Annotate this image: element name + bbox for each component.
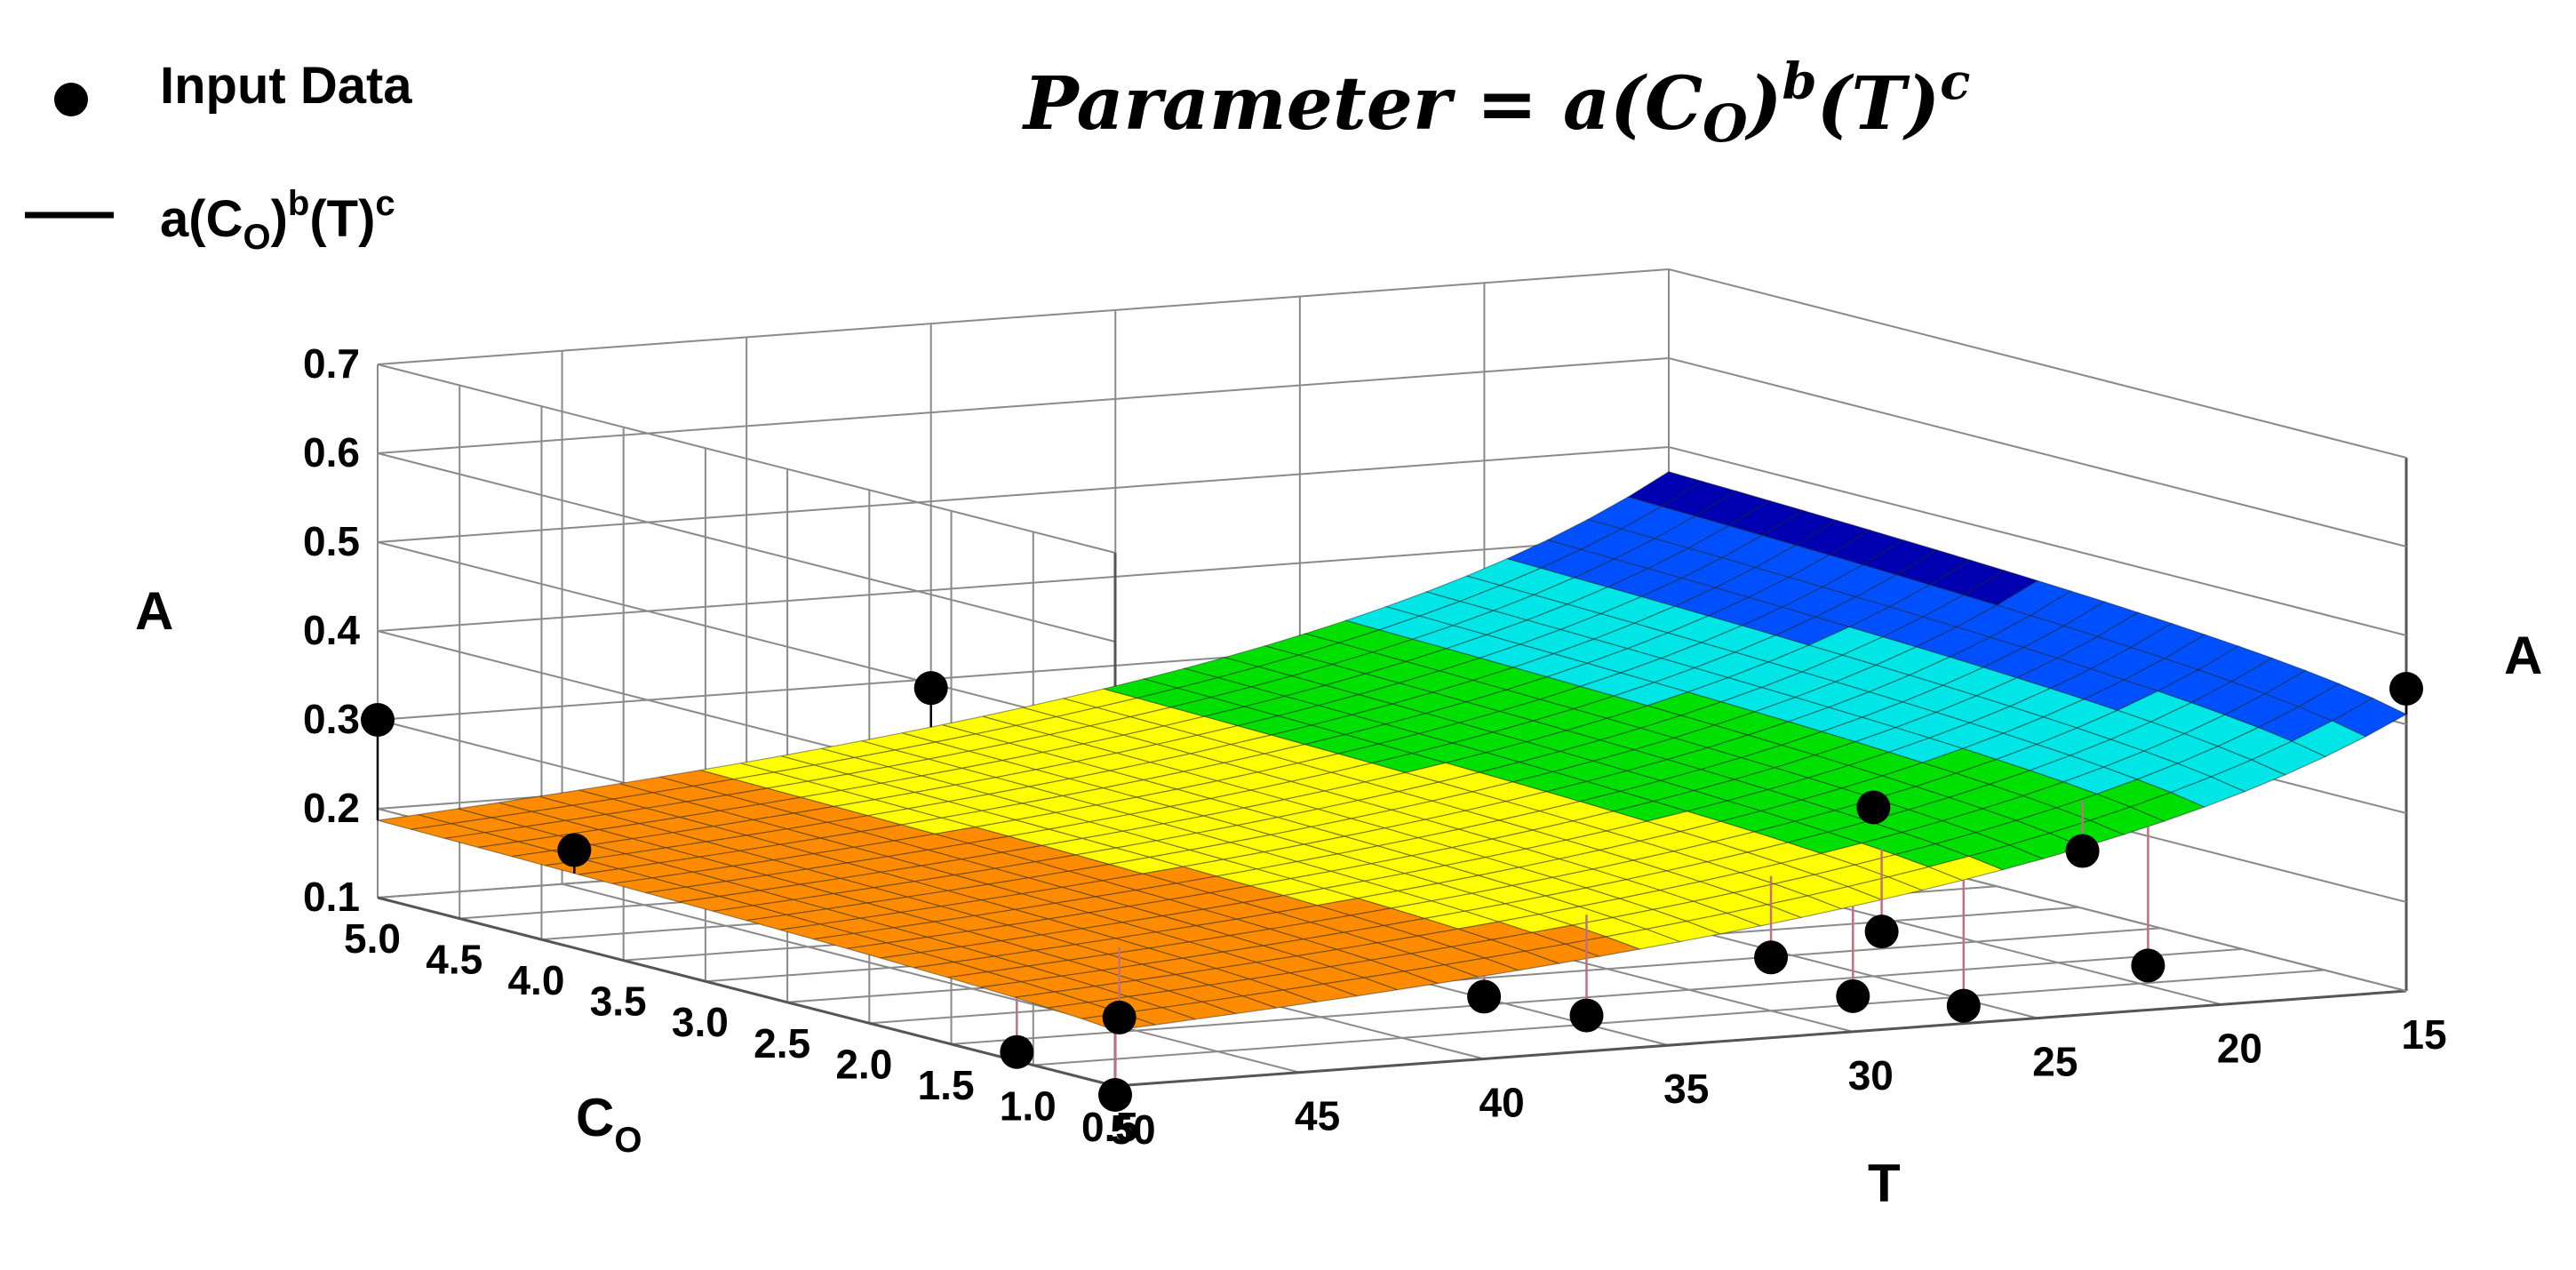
- title-mid1: ): [1744, 61, 1782, 147]
- grid-line-right-end-wall: [1668, 268, 2407, 459]
- box-edge: [1114, 989, 2407, 1088]
- data-point: [1946, 988, 1981, 1023]
- tick-labels-layer: 0.1 0.2 0.3 0.4 0.5 0.6 0.7 5.0 4.5 4.0 3.5 3.0 2.5 2…: [303, 340, 2447, 1153]
- co-tick-label: 1.0: [1000, 1082, 1057, 1129]
- data-point: [557, 833, 592, 867]
- grid-line-floor: [951, 947, 2243, 1045]
- co-axis-label: CO: [576, 1088, 642, 1160]
- surface-patch: [2331, 697, 2408, 738]
- co-tick-label: 1.5: [918, 1062, 975, 1108]
- surface-patch: [1694, 490, 1771, 527]
- data-points-layer: [361, 671, 2423, 1112]
- data-point: [361, 703, 395, 737]
- legend: Input Data a(CO)b(T)c: [25, 57, 412, 257]
- data-point: [913, 671, 948, 706]
- co-tick-label: 3.5: [590, 978, 647, 1025]
- z-tick-label: 0.2: [303, 785, 360, 831]
- data-point: [1754, 940, 1789, 975]
- title-sub: O: [1703, 93, 1748, 154]
- data-point: [2065, 834, 2100, 868]
- grid-line-right-wall: [377, 446, 1670, 543]
- t-tick-label: 45: [1295, 1093, 1340, 1139]
- z-tick-label: 0.3: [303, 696, 360, 742]
- co-tick-label: 0.5: [1081, 1104, 1138, 1150]
- t-tick-label: 35: [1663, 1066, 1709, 1112]
- legend-dot-icon: [54, 83, 88, 116]
- data-point: [1864, 915, 1899, 949]
- box-edge: [377, 896, 1116, 1088]
- z-tick-label: 0.4: [303, 607, 360, 653]
- z-tick-label: 0.6: [303, 429, 360, 475]
- surface-layer: [377, 471, 2408, 1031]
- surface-patch: [2163, 634, 2240, 671]
- co-tick-label: 2.0: [835, 1041, 892, 1087]
- co-tick-label: 4.0: [507, 957, 564, 1003]
- z-tick-label: 0.7: [303, 340, 360, 387]
- legend-label-input-data: Input Data: [160, 57, 412, 115]
- z-tick-label: 0.5: [303, 518, 360, 564]
- surface-patch: [2029, 590, 2106, 627]
- co-tick-label: 2.5: [754, 1020, 810, 1066]
- title-prefix: Parameter = a(C: [1022, 61, 1703, 147]
- data-point: [1467, 979, 1502, 1014]
- co-tick-label: 3.0: [672, 999, 729, 1045]
- t-tick-label: 40: [1479, 1079, 1525, 1125]
- co-tick-label: 4.5: [426, 937, 483, 983]
- data-point: [1856, 790, 1891, 825]
- surface-patch: [2264, 669, 2341, 707]
- t-tick-label: 15: [2401, 1011, 2446, 1058]
- data-point: [1000, 1034, 1034, 1069]
- data-point: [2131, 948, 2165, 983]
- t-tick-label: 20: [2217, 1025, 2262, 1071]
- legend-label-fit: a(CO)b(T)c: [160, 184, 395, 257]
- title-mid2: (T): [1817, 61, 1941, 147]
- t-tick-label: 25: [2032, 1039, 2078, 1085]
- data-point: [1569, 998, 1604, 1033]
- grid-line-right-end-wall: [1668, 357, 2407, 547]
- grid-line-floor: [562, 883, 1300, 1074]
- title-sup1: b: [1782, 52, 1816, 111]
- grid-line-floor: [1033, 969, 2325, 1066]
- grid-line-right-wall: [377, 535, 1670, 632]
- grid-line-right-end-wall: [1668, 446, 2407, 636]
- t-axis-label: T: [1868, 1154, 1901, 1213]
- data-point: [1836, 978, 1870, 1013]
- title-sup2: c: [1940, 52, 1970, 111]
- grid-line-right-wall: [377, 357, 1670, 454]
- data-point: [1098, 1078, 1132, 1112]
- t-tick-label: 50: [1110, 1106, 1155, 1153]
- chart-title: Parameter = a(CO)b(T)c: [1022, 52, 1970, 154]
- t-tick-label: 30: [1848, 1052, 1894, 1098]
- z-axis-label-right: A: [2504, 626, 2542, 685]
- grid-line-right-wall: [377, 268, 1670, 365]
- z-axis-label-left: A: [135, 581, 173, 641]
- surface-patch: [1962, 570, 2039, 606]
- data-point: [1102, 1000, 1136, 1034]
- data-point: [2389, 672, 2423, 706]
- z-tick-label: 0.1: [303, 874, 360, 920]
- co-tick-label: 5.0: [344, 915, 401, 962]
